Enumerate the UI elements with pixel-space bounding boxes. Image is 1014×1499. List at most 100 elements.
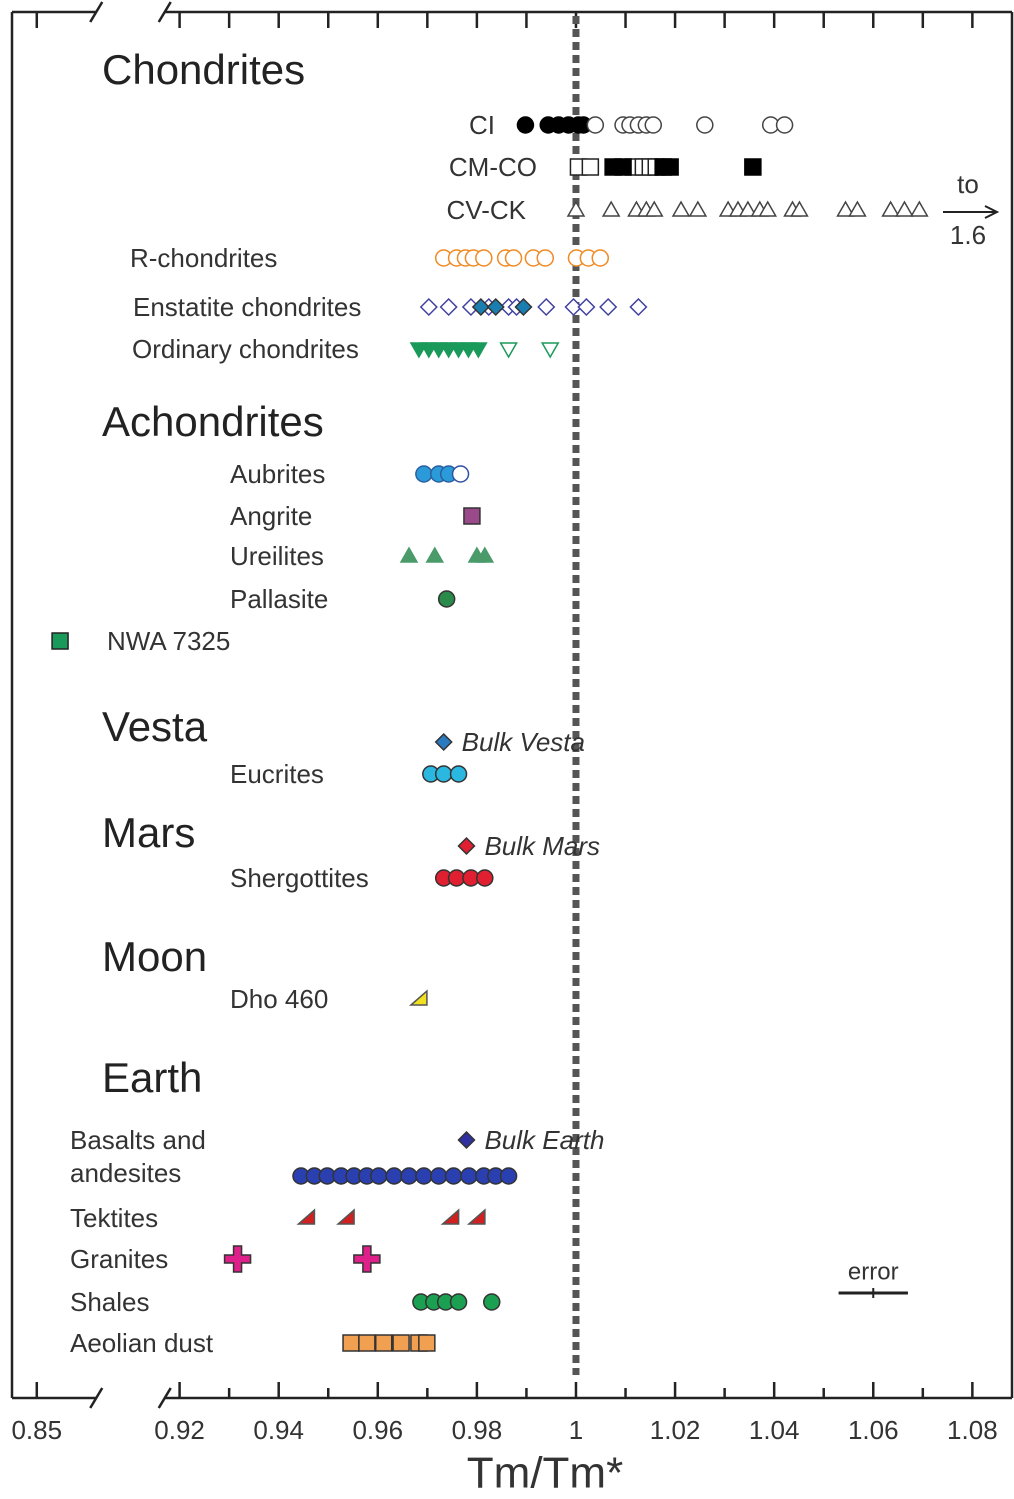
row-label: CM-CO — [449, 152, 537, 182]
data-point — [223, 1245, 252, 1273]
data-point — [836, 200, 855, 217]
row-label: Granites — [70, 1244, 168, 1274]
data-point — [440, 1208, 460, 1225]
data-point — [408, 989, 428, 1006]
data-point — [599, 297, 618, 317]
section-title: Mars — [102, 809, 195, 856]
arrow-head — [984, 205, 1000, 219]
error-label: error — [848, 1258, 899, 1285]
data-point — [696, 116, 714, 134]
data-point — [629, 297, 648, 317]
data-point — [296, 1208, 316, 1225]
row-label: Bulk Vesta — [462, 727, 585, 757]
data-point — [614, 158, 632, 176]
data-point — [499, 1167, 518, 1185]
data-point — [419, 297, 438, 317]
data-point — [358, 1334, 376, 1352]
data-point — [540, 342, 560, 359]
data-point — [848, 200, 867, 217]
row-label: Ordinary chondrites — [132, 334, 359, 364]
arrow-label: to — [957, 169, 979, 199]
data-point — [671, 200, 691, 217]
x-tick-label: 0.94 — [253, 1415, 304, 1445]
data-point — [644, 116, 663, 134]
x-tick-label: 1.04 — [749, 1415, 800, 1445]
row-label: Ureilites — [230, 541, 324, 571]
data-point — [475, 249, 493, 267]
axis-break — [157, 1387, 172, 1409]
section-title: Achondrites — [102, 398, 324, 445]
row-label: NWA 7325 — [107, 626, 230, 656]
section-title: Earth — [102, 1054, 202, 1101]
axis-break — [89, 1, 104, 23]
data-point — [688, 200, 708, 217]
data-point — [601, 200, 621, 217]
data-point — [447, 869, 466, 887]
row-label: Tektites — [70, 1203, 158, 1233]
row-label-box: Basalts and andesites — [70, 1125, 206, 1188]
section-title: Moon — [102, 933, 207, 980]
data-point — [415, 465, 433, 483]
data-point — [400, 1167, 418, 1185]
data-point — [744, 158, 762, 176]
arrow-label: 1.6 — [950, 220, 986, 250]
data-point — [775, 116, 794, 134]
data-point — [577, 297, 596, 317]
row-label: Shales — [70, 1287, 150, 1317]
row-label: Dho 460 — [230, 984, 328, 1014]
data-point — [449, 765, 468, 783]
data-point — [738, 200, 758, 217]
section-title: Chondrites — [102, 46, 305, 93]
row-label: CI — [469, 110, 495, 140]
data-point — [476, 869, 494, 887]
data-point — [514, 297, 533, 317]
x-axis-title: Tm/Tm* — [467, 1449, 623, 1498]
row-label: Basalts and andesites — [70, 1125, 206, 1188]
data-point — [895, 200, 914, 217]
section-title: Vesta — [102, 703, 208, 750]
data-point — [466, 1208, 486, 1225]
data-point — [51, 632, 69, 650]
data-point — [790, 200, 809, 217]
data-point — [536, 249, 555, 267]
row-label: R-chondrites — [130, 243, 277, 273]
data-point — [457, 1130, 476, 1150]
axis-break — [89, 1387, 104, 1409]
data-point — [392, 1334, 410, 1352]
row-label: Angrite — [230, 501, 312, 531]
data-point — [504, 249, 523, 267]
data-point — [385, 1167, 403, 1185]
x-tick-label: 1.06 — [848, 1415, 899, 1445]
data-point — [471, 297, 490, 317]
data-point — [399, 546, 419, 563]
data-point — [499, 342, 518, 359]
data-point — [336, 1208, 355, 1225]
data-point — [881, 200, 900, 217]
data-point — [469, 342, 488, 359]
data-point — [429, 1167, 448, 1185]
data-point — [475, 546, 495, 563]
data-point — [425, 546, 445, 563]
x-tick-label: 0.96 — [352, 1415, 403, 1445]
data-point — [437, 590, 456, 608]
x-tick-label: 0.92 — [154, 1415, 205, 1445]
axis-break — [157, 1, 172, 23]
data-point — [586, 116, 605, 134]
x-tick-label: 0.98 — [452, 1415, 503, 1445]
row-label: Aubrites — [230, 459, 325, 489]
data-point — [564, 297, 583, 317]
row-label: CV-CK — [447, 195, 527, 225]
row-label: Bulk Earth — [484, 1125, 604, 1155]
row-label: Bulk Mars — [484, 831, 600, 861]
data-point — [434, 732, 453, 752]
data-point — [449, 1293, 468, 1311]
x-tick-label: 1 — [569, 1415, 583, 1445]
data-point — [910, 200, 929, 217]
data-point — [581, 158, 600, 176]
data-point — [451, 465, 470, 483]
row-label: Enstatite chondrites — [133, 292, 361, 322]
data-point — [418, 1334, 436, 1352]
data-point — [486, 297, 505, 317]
data-point — [463, 507, 481, 525]
